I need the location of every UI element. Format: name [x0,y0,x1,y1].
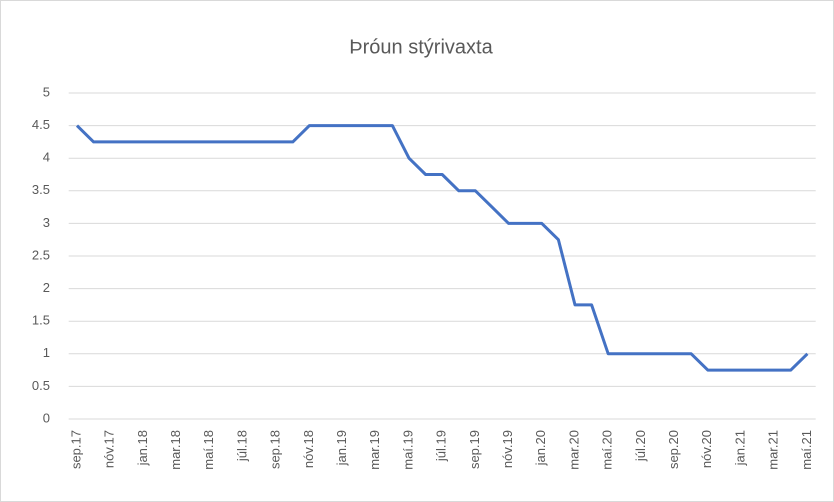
x-tick-label: júl.18 [234,430,249,462]
y-tick-label: 4 [43,150,50,165]
x-tick-label: sep.19 [467,430,482,469]
y-tick-label: 5 [43,84,50,99]
x-tick-label: jan.21 [732,430,747,466]
y-tick-label: 2 [43,280,50,295]
x-tick-label: maí.20 [600,430,615,470]
x-tick-label: mar.19 [367,430,382,470]
x-tick-label: maí.19 [400,430,415,470]
x-tick-label: nóv.18 [301,430,316,468]
x-tick-label: maí.18 [201,430,216,470]
x-tick-label: jan.19 [334,430,349,466]
x-tick-label: jan.20 [533,430,548,466]
y-tick-label: 3 [43,215,50,230]
x-tick-label: júl.20 [633,430,648,462]
x-tick-label: júl.19 [434,430,449,462]
y-tick-label: 2.5 [32,247,50,262]
data-line [75,124,809,372]
y-tick-label: 1 [43,345,50,360]
y-tick-label: 0 [43,410,50,425]
y-tick-label: 0.5 [32,378,50,393]
x-tick-label: sep.18 [268,430,283,469]
y-tick-label: 1.5 [32,313,50,328]
x-tick-label: mar.20 [566,430,581,470]
x-tick-label: jan.18 [135,430,150,466]
x-tick-label: sep.20 [666,430,681,469]
x-tick-label: mar.21 [766,430,781,470]
x-tick-label: nóv.20 [699,430,714,468]
chart-title: Þróun stýrivaxta [349,36,493,58]
x-tick-label: maí.21 [799,430,814,470]
y-tick-label: 3.5 [32,182,50,197]
x-tick-label: nóv.17 [102,430,117,468]
x-tick-label: sep.17 [68,430,83,469]
x-tick-label: mar.18 [168,430,183,470]
x-tick-label: nóv.19 [500,430,515,468]
y-tick-label: 4.5 [32,117,50,132]
